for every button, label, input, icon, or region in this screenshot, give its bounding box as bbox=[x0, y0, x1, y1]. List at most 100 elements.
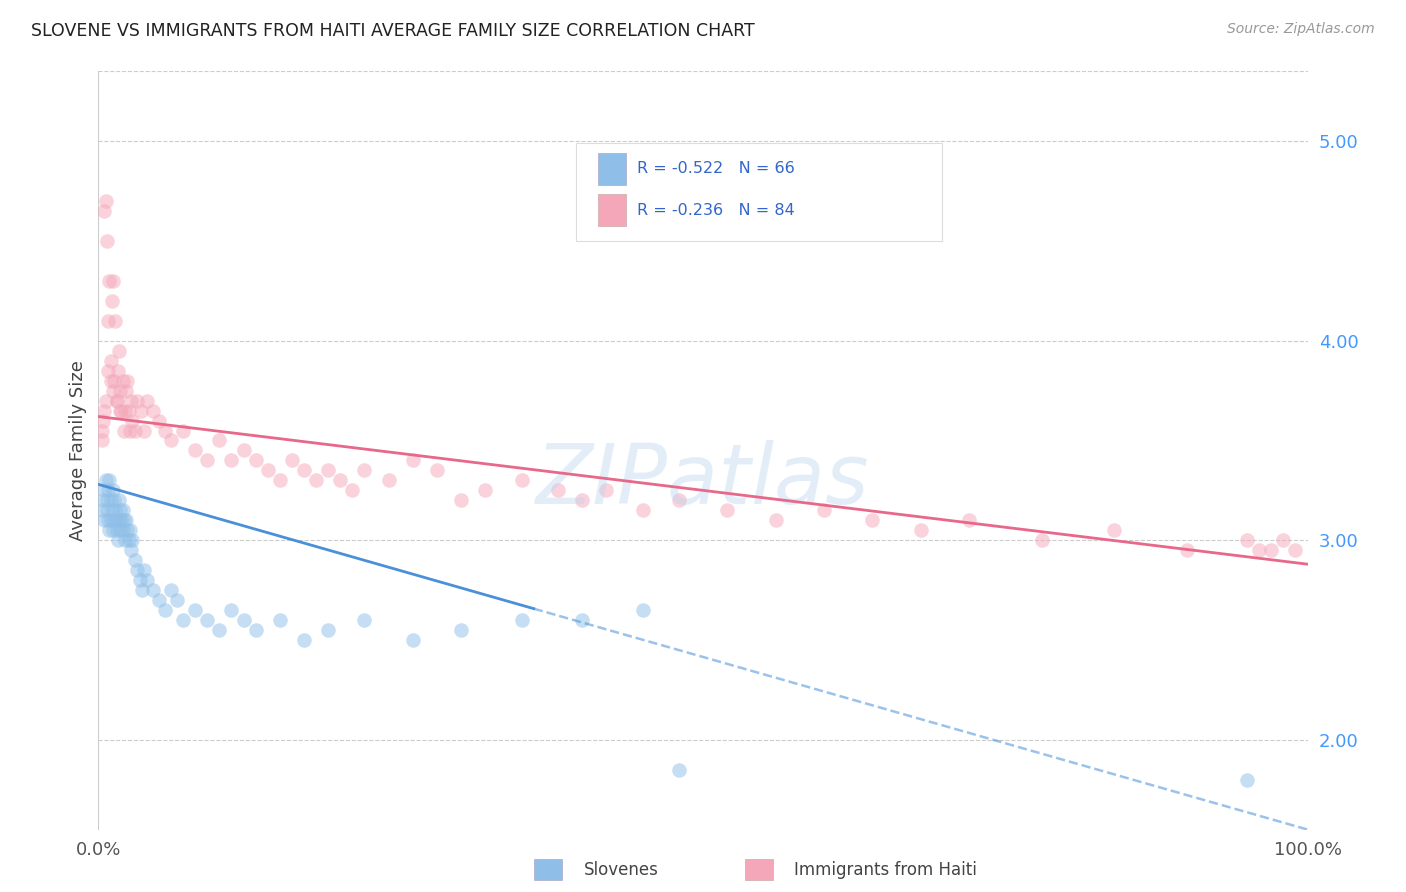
Point bbox=[142, 403, 165, 417]
Point bbox=[91, 503, 114, 517]
Point bbox=[172, 424, 194, 438]
Point bbox=[668, 493, 690, 508]
Point bbox=[103, 374, 125, 388]
Point bbox=[148, 413, 170, 427]
Text: R = -0.236   N = 84: R = -0.236 N = 84 bbox=[637, 203, 794, 219]
Point bbox=[108, 384, 131, 398]
Point bbox=[101, 384, 124, 398]
Point bbox=[153, 603, 176, 617]
Point bbox=[128, 573, 150, 587]
Point bbox=[115, 384, 138, 398]
Point bbox=[547, 483, 569, 498]
Point bbox=[129, 403, 152, 417]
Point bbox=[118, 523, 141, 537]
Point bbox=[101, 483, 124, 498]
Point bbox=[450, 623, 472, 637]
Point bbox=[292, 463, 315, 477]
Point bbox=[131, 583, 153, 598]
Point bbox=[127, 393, 149, 408]
Point bbox=[118, 424, 141, 438]
Point bbox=[124, 553, 146, 567]
Point bbox=[91, 493, 114, 508]
Point bbox=[107, 533, 129, 548]
Point bbox=[1249, 543, 1271, 558]
Point bbox=[93, 204, 115, 219]
Point bbox=[316, 623, 339, 637]
Point bbox=[121, 533, 143, 548]
Point bbox=[108, 513, 131, 527]
Point bbox=[127, 563, 149, 577]
Point bbox=[103, 493, 125, 508]
Point bbox=[142, 583, 165, 598]
Point bbox=[595, 483, 617, 498]
Point bbox=[97, 314, 120, 328]
Point bbox=[1031, 533, 1053, 548]
Point bbox=[105, 393, 128, 408]
Point bbox=[631, 503, 654, 517]
Point bbox=[292, 633, 315, 648]
Point bbox=[112, 424, 135, 438]
Text: SLOVENE VS IMMIGRANTS FROM HAITI AVERAGE FAMILY SIZE CORRELATION CHART: SLOVENE VS IMMIGRANTS FROM HAITI AVERAGE… bbox=[31, 22, 755, 40]
Point bbox=[108, 493, 131, 508]
Point bbox=[101, 274, 124, 288]
Point bbox=[107, 364, 129, 378]
Point bbox=[305, 474, 328, 488]
Point bbox=[104, 314, 127, 328]
Text: Slovenes: Slovenes bbox=[583, 861, 658, 879]
Point bbox=[117, 523, 139, 537]
Point bbox=[1102, 523, 1125, 537]
Point bbox=[94, 393, 117, 408]
Point bbox=[184, 603, 207, 617]
Point bbox=[100, 503, 122, 517]
Point bbox=[450, 493, 472, 508]
Point bbox=[269, 474, 291, 488]
Point bbox=[117, 374, 139, 388]
Point bbox=[100, 374, 122, 388]
Point bbox=[160, 583, 183, 598]
Point bbox=[115, 513, 138, 527]
Point bbox=[121, 413, 143, 427]
Point bbox=[105, 523, 128, 537]
Point bbox=[114, 403, 136, 417]
Point bbox=[510, 613, 533, 627]
Point bbox=[195, 613, 218, 627]
Text: R = -0.522   N = 66: R = -0.522 N = 66 bbox=[637, 161, 794, 177]
Point bbox=[108, 523, 131, 537]
Point bbox=[1236, 533, 1258, 548]
Point bbox=[100, 293, 122, 308]
Point bbox=[93, 513, 115, 527]
Point bbox=[1284, 543, 1306, 558]
Point bbox=[108, 503, 131, 517]
Point bbox=[221, 603, 243, 617]
Point bbox=[120, 543, 142, 558]
Point bbox=[716, 503, 738, 517]
Text: ZIPatlas: ZIPatlas bbox=[536, 441, 870, 521]
Point bbox=[148, 593, 170, 607]
Point bbox=[221, 453, 243, 467]
Point bbox=[316, 463, 339, 477]
Point bbox=[668, 763, 690, 777]
Point bbox=[813, 503, 835, 517]
Point bbox=[208, 623, 231, 637]
Point bbox=[110, 403, 132, 417]
Point bbox=[98, 274, 121, 288]
Point bbox=[377, 474, 399, 488]
Point bbox=[510, 474, 533, 488]
Point bbox=[860, 513, 883, 527]
Point bbox=[97, 513, 120, 527]
Point bbox=[245, 623, 267, 637]
Point bbox=[402, 633, 425, 648]
Point bbox=[402, 453, 425, 467]
Point bbox=[281, 453, 304, 467]
Point bbox=[105, 513, 128, 527]
Point bbox=[101, 523, 124, 537]
Point bbox=[765, 513, 787, 527]
Point bbox=[232, 443, 254, 458]
Point bbox=[91, 434, 114, 448]
Point bbox=[97, 364, 120, 378]
Text: Source: ZipAtlas.com: Source: ZipAtlas.com bbox=[1227, 22, 1375, 37]
Point bbox=[135, 393, 157, 408]
Text: Immigrants from Haiti: Immigrants from Haiti bbox=[794, 861, 977, 879]
Point bbox=[342, 483, 364, 498]
Point bbox=[134, 424, 156, 438]
